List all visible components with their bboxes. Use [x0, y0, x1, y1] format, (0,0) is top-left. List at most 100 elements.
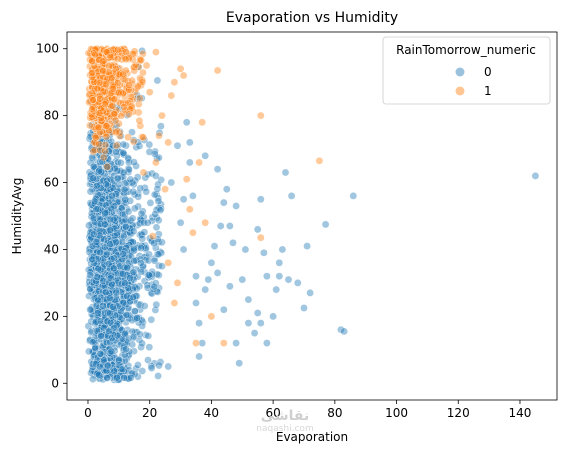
data-point-series-0	[173, 141, 182, 150]
legend-entry-0: 0	[484, 65, 492, 79]
data-point-series-0	[128, 214, 137, 223]
data-point-series-0	[143, 284, 152, 292]
data-point-series-1	[155, 131, 163, 140]
data-point-series-0	[114, 140, 122, 149]
data-point-series-0	[154, 180, 162, 189]
data-point-series-1	[99, 67, 107, 75]
data-point-series-0	[113, 167, 122, 175]
data-point-series-0	[106, 215, 115, 224]
data-point-series-0	[131, 307, 139, 315]
data-point-series-0	[90, 197, 99, 206]
data-point-series-0	[142, 244, 150, 252]
data-point-series-0	[186, 158, 194, 167]
data-point-series-0	[96, 349, 105, 358]
data-point-series-1	[99, 153, 108, 162]
data-point-series-0	[134, 361, 142, 369]
data-point-series-0	[137, 244, 145, 252]
data-point-series-1	[257, 233, 265, 242]
data-point-series-0	[131, 176, 139, 185]
data-point-series-1	[173, 279, 182, 287]
data-point-series-0	[269, 312, 277, 321]
data-point-series-0	[85, 347, 93, 356]
data-point-series-0	[531, 172, 540, 180]
data-point-series-0	[275, 272, 284, 280]
data-point-series-0	[145, 148, 154, 156]
data-point-series-0	[145, 271, 153, 279]
data-point-series-0	[152, 172, 160, 180]
data-point-series-0	[141, 241, 149, 250]
data-point-series-0	[138, 339, 146, 348]
data-point-series-0	[244, 319, 253, 327]
data-point-series-0	[112, 238, 120, 246]
data-point-series-0	[120, 185, 129, 194]
data-point-series-0	[99, 339, 108, 347]
x-tick-label: 100	[385, 406, 408, 420]
data-point-series-0	[281, 168, 290, 177]
data-point-series-0	[260, 249, 268, 257]
data-point-series-1	[161, 185, 169, 193]
data-point-series-0	[272, 285, 280, 294]
data-point-series-0	[154, 197, 163, 205]
data-point-series-0	[300, 304, 308, 312]
data-point-series-0	[153, 76, 162, 85]
y-tick-label: 80	[44, 109, 59, 123]
data-point-series-0	[306, 289, 314, 297]
data-point-series-0	[107, 204, 116, 213]
data-point-series-0	[105, 143, 113, 151]
data-point-series-0	[155, 129, 164, 137]
data-point-series-1	[142, 61, 151, 70]
data-point-series-1	[125, 110, 133, 119]
data-point-series-0	[189, 192, 197, 200]
data-point-series-0	[124, 187, 133, 196]
data-point-series-0	[132, 256, 141, 264]
data-point-series-1	[103, 163, 111, 171]
data-point-series-1	[135, 116, 144, 125]
legend-entry-1: 1	[484, 84, 492, 98]
data-point-series-0	[195, 352, 203, 361]
data-point-series-1	[158, 111, 166, 120]
data-point-series-0	[147, 315, 156, 324]
data-point-series-0	[294, 279, 302, 287]
data-point-series-0	[117, 159, 125, 167]
data-point-series-0	[129, 227, 138, 236]
data-point-series-1	[213, 66, 222, 75]
data-point-series-0	[92, 182, 101, 190]
data-point-series-0	[154, 372, 162, 380]
data-point-series-1	[257, 111, 265, 120]
data-point-series-1	[95, 78, 104, 87]
data-point-series-1	[152, 158, 160, 167]
data-point-series-0	[195, 319, 203, 327]
x-tick-label: 140	[509, 406, 532, 420]
data-point-series-1	[106, 53, 115, 61]
data-point-series-0	[109, 303, 117, 311]
data-point-series-1	[101, 100, 109, 108]
data-point-series-1	[102, 122, 110, 130]
data-point-series-1	[125, 81, 133, 89]
x-tick-label: 20	[142, 406, 157, 420]
data-point-series-1	[95, 109, 104, 117]
data-point-series-0	[96, 248, 104, 257]
x-tick-label: 120	[447, 406, 470, 420]
data-point-series-0	[104, 154, 112, 162]
data-point-series-1	[110, 109, 118, 118]
data-point-series-0	[95, 166, 104, 175]
data-point-series-1	[112, 141, 121, 150]
data-point-series-0	[128, 178, 137, 187]
data-point-series-0	[186, 138, 194, 147]
data-point-series-0	[152, 223, 161, 232]
data-point-series-1	[198, 118, 206, 127]
data-point-series-0	[148, 217, 156, 225]
data-point-series-0	[118, 270, 127, 278]
legend-marker-1	[455, 86, 465, 96]
data-point-series-0	[192, 272, 200, 280]
data-point-series-0	[148, 273, 156, 281]
data-point-series-0	[113, 174, 122, 183]
data-point-series-1	[182, 175, 191, 183]
data-point-series-0	[131, 328, 139, 336]
data-point-series-0	[207, 259, 216, 267]
data-point-series-0	[135, 282, 144, 290]
data-point-series-1	[120, 103, 128, 111]
data-point-series-0	[182, 118, 191, 127]
data-point-series-0	[141, 173, 150, 182]
